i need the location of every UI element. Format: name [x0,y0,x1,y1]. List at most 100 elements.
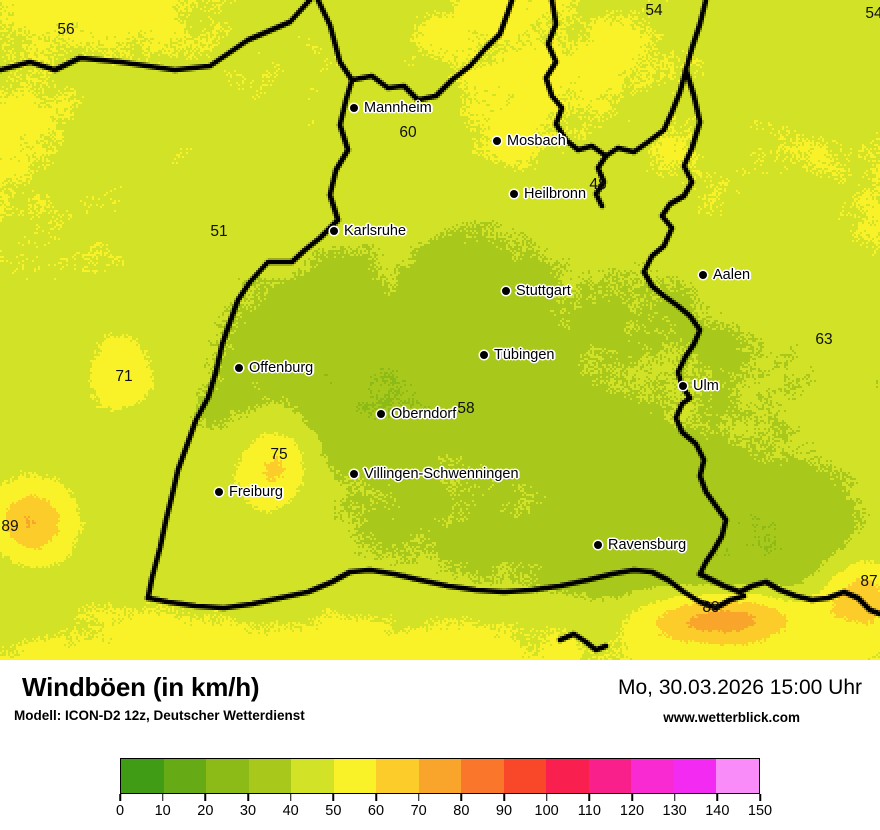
colorbar-swatch [716,759,759,793]
colorbar-swatch [291,759,334,793]
gust-value-label: 87 [860,573,878,590]
city-label: Aalen [713,267,751,283]
city-marker[interactable]: Karlsruhe [330,223,406,239]
city-label: Villingen-Schwenningen [364,466,519,482]
city-label: Mosbach [507,133,566,149]
city-dot-icon [235,364,243,372]
colorbar-tick-label: 0 [115,803,125,819]
city-label: Ravensburg [608,537,687,553]
colorbar-swatches [120,758,760,794]
colorbar-swatch [503,759,547,793]
colorbar-tick [417,794,420,801]
city-marker[interactable]: Offenburg [235,360,313,376]
colorbar-tick [631,794,633,801]
gust-value-label: 58 [457,400,475,417]
city-label: Oberndorf [391,406,457,422]
colorbar-swatch [631,759,674,793]
city-dot-icon [594,541,602,549]
colorbar-swatch [163,759,207,793]
colorbar-ticks [119,794,761,802]
city-marker[interactable]: Mosbach [493,133,566,149]
city-label: Tübingen [494,347,555,363]
city-marker[interactable]: Oberndorf [377,406,456,422]
colorbar-swatch [673,759,717,793]
city-label: Ulm [693,378,719,394]
colorbar-tick [161,794,164,801]
colorbar-tick-label: 60 [367,803,385,819]
gust-value-label: 60 [399,124,417,141]
city-dot-icon [493,137,501,145]
city-label: Heilbronn [524,186,587,202]
colorbar-tick-label: 70 [410,803,427,819]
gust-value-label: 89 [702,599,720,616]
colorbar-tick-label: 30 [239,803,257,819]
colorbar-tick [119,794,121,801]
city-marker[interactable]: Freiburg [215,484,283,500]
city-label: Mannheim [364,100,432,116]
gust-value-label: 63 [815,331,833,348]
colorbar-tick [204,794,207,801]
colorbar-tick-label: 110 [577,803,601,819]
gust-field-raster [0,0,880,660]
colorbar-tick-label: 80 [453,803,470,819]
colorbar-swatch [588,759,632,793]
model-subtitle: Modell: ICON-D2 12z, Deutscher Wetterdie… [14,708,305,723]
colorbar-tick-label: 140 [705,803,730,819]
legend-footer: Windböen (in km/h) Modell: ICON-D2 12z, … [0,660,880,830]
gust-value-label: 48 [589,176,607,193]
colorbar-tick [332,794,335,801]
gust-value-label: 54 [645,2,663,19]
city-marker[interactable]: Tübingen [480,347,554,363]
colorbar-swatch [418,759,462,793]
city-dot-icon [377,410,385,418]
website-credit: www.wetterblick.com [663,710,800,725]
colorbar-tick [716,794,719,801]
city-marker[interactable]: Villingen-Schwenningen [350,466,519,482]
colorbar-tick-label: 20 [197,803,214,819]
city-marker[interactable]: Mannheim [350,100,432,116]
colorbar-tick-label: 40 [282,803,299,819]
city-dot-icon [350,470,358,478]
colorbar-tick-label: 50 [325,803,342,819]
wind-gust-map[interactable]: Mannheim Mosbach Heilbronn Karlsruhe Stuttga… [0,0,880,660]
colorbar-tick-labels: 0 10 20 30 40 50 60 70 80 90 100 110 120 130 140 150 [116,802,772,824]
colorbar-tick-label: 90 [495,803,513,819]
colorbar-tick [759,794,761,801]
colorbar-swatch [376,759,419,793]
city-label: Karlsruhe [344,223,407,239]
city-marker[interactable]: Heilbronn [510,186,586,202]
city-dot-icon [510,190,518,198]
colorbar-tick-label: 150 [747,803,773,819]
city-marker[interactable]: Stuttgart [502,283,571,299]
city-label: Stuttgart [516,283,571,299]
colorbar-swatch [333,759,377,793]
colorbar-swatch [248,759,292,793]
gust-value-label: 54 [865,5,880,22]
city-dot-icon [350,104,358,112]
colorbar-tick [588,794,591,801]
colorbar-swatch [461,759,504,793]
city-marker[interactable]: Ulm [679,378,719,394]
gust-value-label: 89 [1,518,19,535]
city-marker[interactable]: Ravensburg [594,537,686,553]
gust-value-label: 75 [270,446,288,463]
city-label: Freiburg [229,484,283,500]
colorbar-tick [673,794,676,801]
map-label-overlay: Mannheim Mosbach Heilbronn Karlsruhe Stuttga… [1,2,880,616]
colorbar-tick [375,794,377,801]
colorbar-tick-label: 10 [154,803,171,819]
city-dot-icon [699,271,707,279]
page-title: Windböen (in km/h) [22,672,260,702]
colorbar-tick [545,794,548,801]
colorbar-swatch [206,759,249,793]
city-dot-icon [502,287,510,295]
colorbar-tick [289,794,292,801]
colorbar-tick [460,794,463,801]
city-marker[interactable]: Aalen [699,267,750,283]
city-dot-icon [330,227,338,235]
city-label: Offenburg [249,360,314,376]
colorbar-tick [247,794,249,801]
gust-value-label: 51 [210,223,228,240]
gust-value-label: 71 [115,368,133,385]
city-dot-icon [679,382,687,390]
